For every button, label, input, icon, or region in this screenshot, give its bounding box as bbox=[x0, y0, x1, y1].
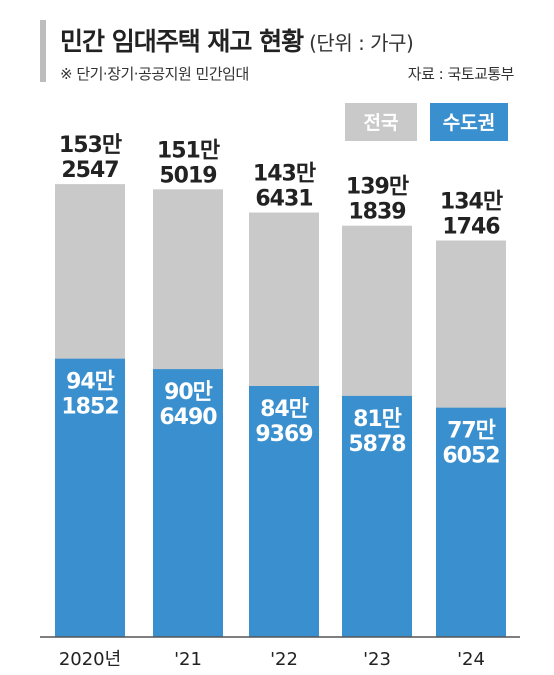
x-tick-label-3: '22 bbox=[270, 649, 298, 670]
bar-capital-'21 bbox=[153, 369, 223, 637]
data-label-capital-2020년-1: 94만 bbox=[66, 370, 115, 395]
title-accent-bar bbox=[40, 20, 46, 82]
bar-capital-2020년 bbox=[55, 358, 125, 637]
x-tick-label-2: '21 bbox=[174, 649, 202, 670]
data-label-capital-'23-1: 81만 bbox=[353, 407, 402, 432]
x-tick-label-5: '24 bbox=[457, 649, 485, 670]
bar-capital-'23 bbox=[342, 395, 412, 637]
data-label-national-'21-1: 151만 bbox=[157, 138, 220, 163]
source-text: 자료 : 국토교통부 bbox=[407, 65, 515, 83]
data-label-national-'21-2: 5019 bbox=[159, 163, 216, 188]
data-label-national-'24-1: 134만 bbox=[440, 190, 503, 215]
data-label-national-'22-1: 143만 bbox=[253, 162, 316, 187]
note-text: ※ 단기·장기·공공지원 민간임대 bbox=[60, 65, 249, 83]
data-label-national-'22-2: 6431 bbox=[255, 187, 312, 212]
data-label-capital-'24-2: 6052 bbox=[442, 444, 499, 469]
bar-capital-'24 bbox=[436, 407, 506, 637]
x-tick-label-1: 2020년 bbox=[59, 649, 121, 670]
legend-swatch-1 bbox=[345, 103, 417, 141]
data-label-national-'23-2: 1839 bbox=[348, 200, 405, 225]
data-label-national-2020년-1: 153만 bbox=[59, 133, 122, 158]
data-label-capital-'21-2: 6490 bbox=[159, 405, 217, 430]
data-label-capital-'22-1: 84만 bbox=[260, 397, 309, 422]
legend-label-1: 전국 bbox=[364, 112, 399, 134]
legend-swatch-2 bbox=[430, 103, 508, 141]
chart-title: 민간 임대주택 재고 현황 bbox=[60, 27, 304, 56]
data-label-capital-'22-2: 9369 bbox=[255, 422, 312, 447]
bar-capital-'22 bbox=[249, 386, 319, 637]
data-label-national-2020년-2: 2547 bbox=[61, 158, 118, 183]
unit-label: (단위 : 가구) bbox=[309, 31, 414, 55]
legend-label-2: 수도권 bbox=[443, 112, 495, 134]
data-label-national-'24-2: 1746 bbox=[442, 215, 500, 240]
data-label-capital-'24-1: 77만 bbox=[447, 419, 496, 444]
x-tick-label-4: '23 bbox=[363, 649, 391, 670]
data-label-capital-2020년-2: 1852 bbox=[61, 395, 118, 420]
data-label-capital-'23-2: 5878 bbox=[348, 432, 405, 457]
title-group: 민간 임대주택 재고 현황 (단위 : 가구) bbox=[60, 22, 414, 58]
data-label-national-'23-1: 139만 bbox=[346, 175, 409, 200]
data-label-capital-'21-1: 90만 bbox=[164, 380, 213, 405]
